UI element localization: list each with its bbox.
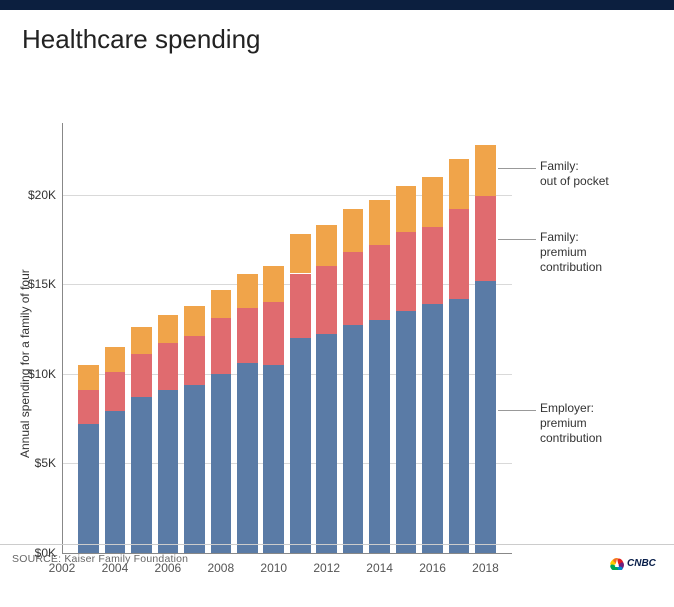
- bar-segment-family_premium: [396, 232, 417, 311]
- bar-segment-family_oop: [158, 315, 179, 344]
- legend-label-family_premium: Family:premiumcontribution: [540, 230, 640, 275]
- bar-segment-employer: [78, 424, 99, 553]
- plot-area: $0K$5K$10K$15K$20KAnnual spending for a …: [0, 63, 674, 607]
- cnbc-logo: CNBC: [610, 552, 660, 575]
- bar-segment-employer: [158, 390, 179, 553]
- bar-segment-employer: [422, 304, 443, 553]
- bar-segment-family_premium: [263, 302, 284, 365]
- bar-segment-family_oop: [237, 274, 258, 308]
- bar-segment-employer: [211, 374, 232, 553]
- bar-segment-family_premium: [105, 372, 126, 411]
- bar-segment-family_premium: [316, 266, 337, 334]
- bar-segment-employer: [396, 311, 417, 553]
- bar-segment-family_oop: [263, 266, 284, 302]
- top-band: [0, 0, 674, 10]
- chart-title: Healthcare spending: [0, 10, 674, 63]
- bar-segment-employer: [316, 334, 337, 553]
- bar-segment-family_oop: [316, 225, 337, 266]
- bar-segment-employer: [369, 320, 390, 553]
- bar-segment-family_oop: [78, 365, 99, 390]
- bar-segment-employer: [449, 299, 470, 553]
- bar-segment-family_premium: [237, 308, 258, 364]
- chart-container: Healthcare spending $0K$5K$10K$15K$20KAn…: [0, 0, 674, 576]
- bar-segment-employer: [237, 363, 258, 553]
- y-axis-label: Annual spending for a family of four: [18, 270, 32, 459]
- grid-line: [62, 195, 512, 196]
- svg-text:CNBC: CNBC: [627, 558, 657, 569]
- bar-segment-employer: [105, 411, 126, 553]
- bar-segment-family_premium: [422, 227, 443, 304]
- source-area: SOURCE: Kaiser Family Foundation CNBC: [0, 544, 674, 576]
- bar-segment-family_premium: [343, 252, 364, 325]
- bar-segment-family_oop: [211, 290, 232, 319]
- bar-segment-employer: [475, 281, 496, 553]
- bar-segment-family_premium: [158, 343, 179, 390]
- bar-segment-family_oop: [422, 177, 443, 227]
- bar-segment-family_oop: [290, 234, 311, 273]
- bar-segment-family_premium: [211, 318, 232, 374]
- bar-segment-employer: [290, 338, 311, 553]
- bar-segment-family_premium: [131, 354, 152, 397]
- legend-connector: [498, 239, 536, 240]
- y-tick-label: $5K: [20, 456, 56, 470]
- bar-segment-family_premium: [290, 274, 311, 339]
- grid-line: [62, 463, 512, 464]
- bar-segment-family_oop: [396, 186, 417, 233]
- legend-connector: [498, 410, 536, 411]
- legend-label-family_oop: Family:out of pocket: [540, 159, 640, 189]
- bar-segment-family_premium: [449, 209, 470, 299]
- bar-segment-family_oop: [184, 306, 205, 336]
- legend-label-employer: Employer:premiumcontribution: [540, 401, 640, 446]
- bar-segment-family_oop: [475, 145, 496, 197]
- bar-segment-family_premium: [369, 245, 390, 320]
- source-text: SOURCE: Kaiser Family Foundation: [12, 553, 188, 565]
- bar-segment-family_oop: [131, 327, 152, 354]
- legend-connector: [498, 168, 536, 169]
- bar-segment-family_oop: [105, 347, 126, 372]
- grid-line: [62, 284, 512, 285]
- bar-segment-family_premium: [184, 336, 205, 384]
- bar-segment-employer: [343, 325, 364, 553]
- bar-segment-family_oop: [343, 209, 364, 252]
- bar-segment-family_oop: [449, 159, 470, 209]
- grid-line: [62, 374, 512, 375]
- y-tick-label: $20K: [20, 188, 56, 202]
- bar-segment-employer: [263, 365, 284, 553]
- bar-segment-family_premium: [78, 390, 99, 424]
- bar-segment-family_premium: [475, 196, 496, 280]
- y-axis: [62, 123, 63, 553]
- bar-segment-family_oop: [369, 200, 390, 245]
- bar-segment-employer: [184, 385, 205, 553]
- bar-segment-employer: [131, 397, 152, 553]
